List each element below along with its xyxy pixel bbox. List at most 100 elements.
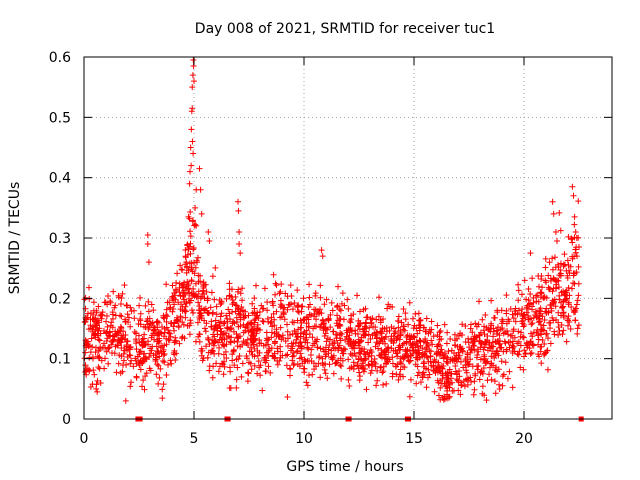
y-tick-label: 0.2 [49, 291, 71, 307]
data-point [177, 262, 184, 269]
data-point [347, 350, 354, 357]
data-point [270, 271, 277, 278]
data-point [139, 383, 146, 390]
data-point [274, 361, 281, 368]
data-point [136, 362, 143, 369]
data-point [220, 351, 227, 358]
data-point [179, 333, 186, 340]
data-point-outlier [145, 259, 152, 266]
data-point [527, 350, 534, 357]
data-point [481, 323, 488, 330]
data-point [400, 373, 407, 380]
data-point [417, 317, 424, 324]
data-point [560, 288, 567, 295]
data-point [172, 286, 179, 293]
data-point [137, 357, 144, 364]
data-point [216, 297, 223, 304]
data-point [417, 322, 424, 329]
data-point [551, 254, 558, 261]
data-point [537, 289, 544, 296]
data-point [499, 318, 506, 325]
data-point [145, 308, 152, 315]
data-point [161, 329, 168, 336]
data-point [374, 340, 381, 347]
data-point [210, 363, 217, 370]
data-point [228, 334, 235, 341]
data-point-outlier [554, 238, 560, 245]
data-point [350, 338, 357, 345]
data-point [542, 255, 549, 262]
data-point [389, 360, 396, 367]
data-point [258, 302, 265, 309]
data-point [481, 331, 488, 338]
data-point-outlier [570, 192, 577, 199]
data-point [121, 282, 128, 289]
data-point [165, 361, 172, 368]
y-tick-label: 0 [62, 412, 71, 428]
data-point [560, 327, 567, 334]
data-point [201, 325, 208, 332]
x-tick-label: 10 [295, 431, 313, 447]
data-point [250, 341, 257, 348]
data-point [285, 343, 292, 350]
data-point [287, 282, 294, 289]
data-point [332, 331, 339, 338]
data-point [251, 345, 258, 352]
data-point [482, 341, 489, 348]
data-point [261, 285, 268, 292]
data-point [210, 348, 217, 355]
data-point [483, 397, 490, 404]
data-point [159, 386, 166, 393]
data-point [114, 329, 121, 336]
data-point [259, 305, 266, 312]
data-point [184, 251, 191, 258]
data-point [136, 302, 143, 309]
data-point [306, 301, 313, 308]
data-point [127, 352, 134, 359]
data-point [543, 279, 550, 286]
data-point-outlier [569, 183, 576, 190]
data-point [255, 315, 262, 322]
data-point [439, 349, 446, 356]
x-tick-label: 5 [190, 431, 199, 447]
data-point [555, 332, 562, 339]
data-point [233, 376, 240, 383]
data-point [197, 272, 204, 279]
data-point [131, 328, 138, 335]
data-point [362, 331, 369, 338]
data-point [144, 315, 151, 322]
data-point [226, 310, 233, 317]
data-point [207, 304, 214, 311]
data-point [249, 310, 256, 317]
data-point [407, 336, 414, 343]
data-point [498, 358, 505, 365]
data-point [529, 275, 536, 282]
y-tick-label: 0.3 [49, 231, 71, 247]
data-point [251, 323, 258, 330]
data-point [156, 374, 163, 381]
data-point [574, 297, 581, 304]
data-point [538, 360, 545, 367]
data-point [416, 349, 423, 356]
data-point [493, 364, 500, 371]
data-point [445, 348, 452, 355]
data-point [438, 346, 445, 353]
data-point [184, 242, 191, 249]
data-point [109, 315, 116, 322]
data-point [183, 269, 190, 276]
data-point [465, 335, 472, 342]
data-point [186, 290, 193, 297]
data-point [147, 367, 154, 374]
data-point [415, 310, 422, 317]
data-point [324, 335, 331, 342]
data-point [87, 316, 94, 323]
data-point [433, 349, 440, 356]
data-point [268, 314, 275, 321]
data-point [208, 289, 215, 296]
data-point [319, 360, 326, 367]
data-point [179, 319, 186, 326]
data-point-outlier [439, 394, 446, 401]
data-point [177, 313, 184, 320]
data-point-outlier [122, 397, 129, 404]
data-point [306, 358, 313, 365]
